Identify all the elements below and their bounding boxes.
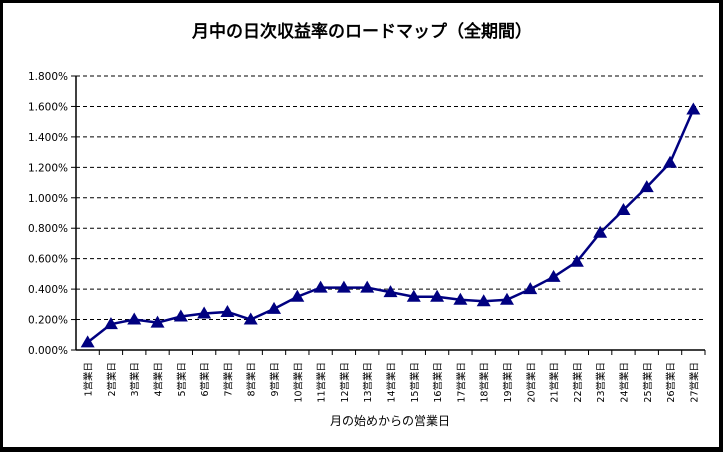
x-tick-label: 2営業日 <box>106 362 118 397</box>
data-point-marker <box>103 317 118 330</box>
y-tick-label: 0.600% <box>28 254 68 266</box>
data-point-marker <box>80 335 95 348</box>
x-tick-label: 6営業日 <box>199 362 211 397</box>
chart-title: 月中の日次収益率のロードマップ（全期間） <box>191 21 532 42</box>
data-point-marker <box>267 301 282 314</box>
data-point-marker <box>523 282 538 295</box>
x-tick-label: 25営業日 <box>642 362 654 403</box>
data-point-marker <box>593 225 608 238</box>
data-point-marker <box>220 304 235 317</box>
data-point-marker <box>406 289 421 302</box>
x-tick-label: 3営業日 <box>129 362 141 397</box>
x-tick-label: 18営業日 <box>479 362 491 403</box>
x-tick-label: 27営業日 <box>688 362 700 403</box>
data-point-marker <box>453 292 468 305</box>
data-point-marker <box>150 315 165 328</box>
data-point-marker <box>430 289 445 302</box>
x-tick-label: 5営業日 <box>176 362 188 397</box>
x-tick-label: 20営業日 <box>525 362 537 403</box>
data-point-marker <box>476 294 491 307</box>
x-tick-label: 13営業日 <box>362 362 374 403</box>
y-tick-label: 0.800% <box>28 223 68 235</box>
data-point-marker <box>639 180 654 193</box>
data-point-marker <box>569 254 584 267</box>
data-point-marker <box>546 269 561 282</box>
y-tick-label: 0.000% <box>28 345 68 357</box>
x-tick-label: 23営業日 <box>595 362 607 403</box>
y-tick-label: 1.000% <box>28 193 68 205</box>
y-tick-label: 0.400% <box>28 284 68 296</box>
data-point-marker <box>499 292 514 305</box>
data-point-marker <box>383 285 398 298</box>
x-tick-label: 26営業日 <box>665 362 677 403</box>
x-axis-label: 月の始めからの営業日 <box>330 414 450 428</box>
x-tick-label: 15営業日 <box>409 362 421 403</box>
x-tick-label: 16営業日 <box>432 362 444 403</box>
x-tick-label: 7営業日 <box>222 362 234 397</box>
x-tick-label: 21営業日 <box>549 362 561 403</box>
y-tick-label: 1.600% <box>28 101 68 113</box>
x-tick-label: 4営業日 <box>153 362 165 397</box>
data-point-marker <box>686 102 701 115</box>
data-point-marker <box>173 309 188 322</box>
data-point-marker <box>616 202 631 215</box>
x-tick-label: 11営業日 <box>316 362 328 403</box>
data-point-marker <box>243 312 258 325</box>
y-tick-label: 0.200% <box>28 315 68 327</box>
series-line <box>86 108 695 344</box>
data-point-marker <box>197 306 212 319</box>
data-point-marker <box>663 155 678 168</box>
x-tick-label: 10営業日 <box>292 362 304 403</box>
x-tick-label: 9営業日 <box>269 362 281 397</box>
y-tick-label: 1.200% <box>28 162 68 174</box>
data-point-marker <box>360 280 375 293</box>
x-tick-label: 17営業日 <box>455 362 467 403</box>
x-tick-label: 1営業日 <box>83 362 95 397</box>
y-tick-label: 1.400% <box>28 132 68 144</box>
x-tick-label: 12営業日 <box>339 362 351 403</box>
x-tick-label: 19営業日 <box>502 362 514 403</box>
data-point-marker <box>336 280 351 293</box>
data-point-marker <box>290 289 305 302</box>
y-tick-label: 1.800% <box>28 71 68 83</box>
data-point-marker <box>127 312 142 325</box>
x-tick-label: 8営業日 <box>246 362 258 397</box>
data-point-marker <box>313 280 328 293</box>
x-tick-label: 22営業日 <box>572 362 584 403</box>
x-tick-label: 14営業日 <box>386 362 398 403</box>
x-tick-label: 24営業日 <box>618 362 630 403</box>
